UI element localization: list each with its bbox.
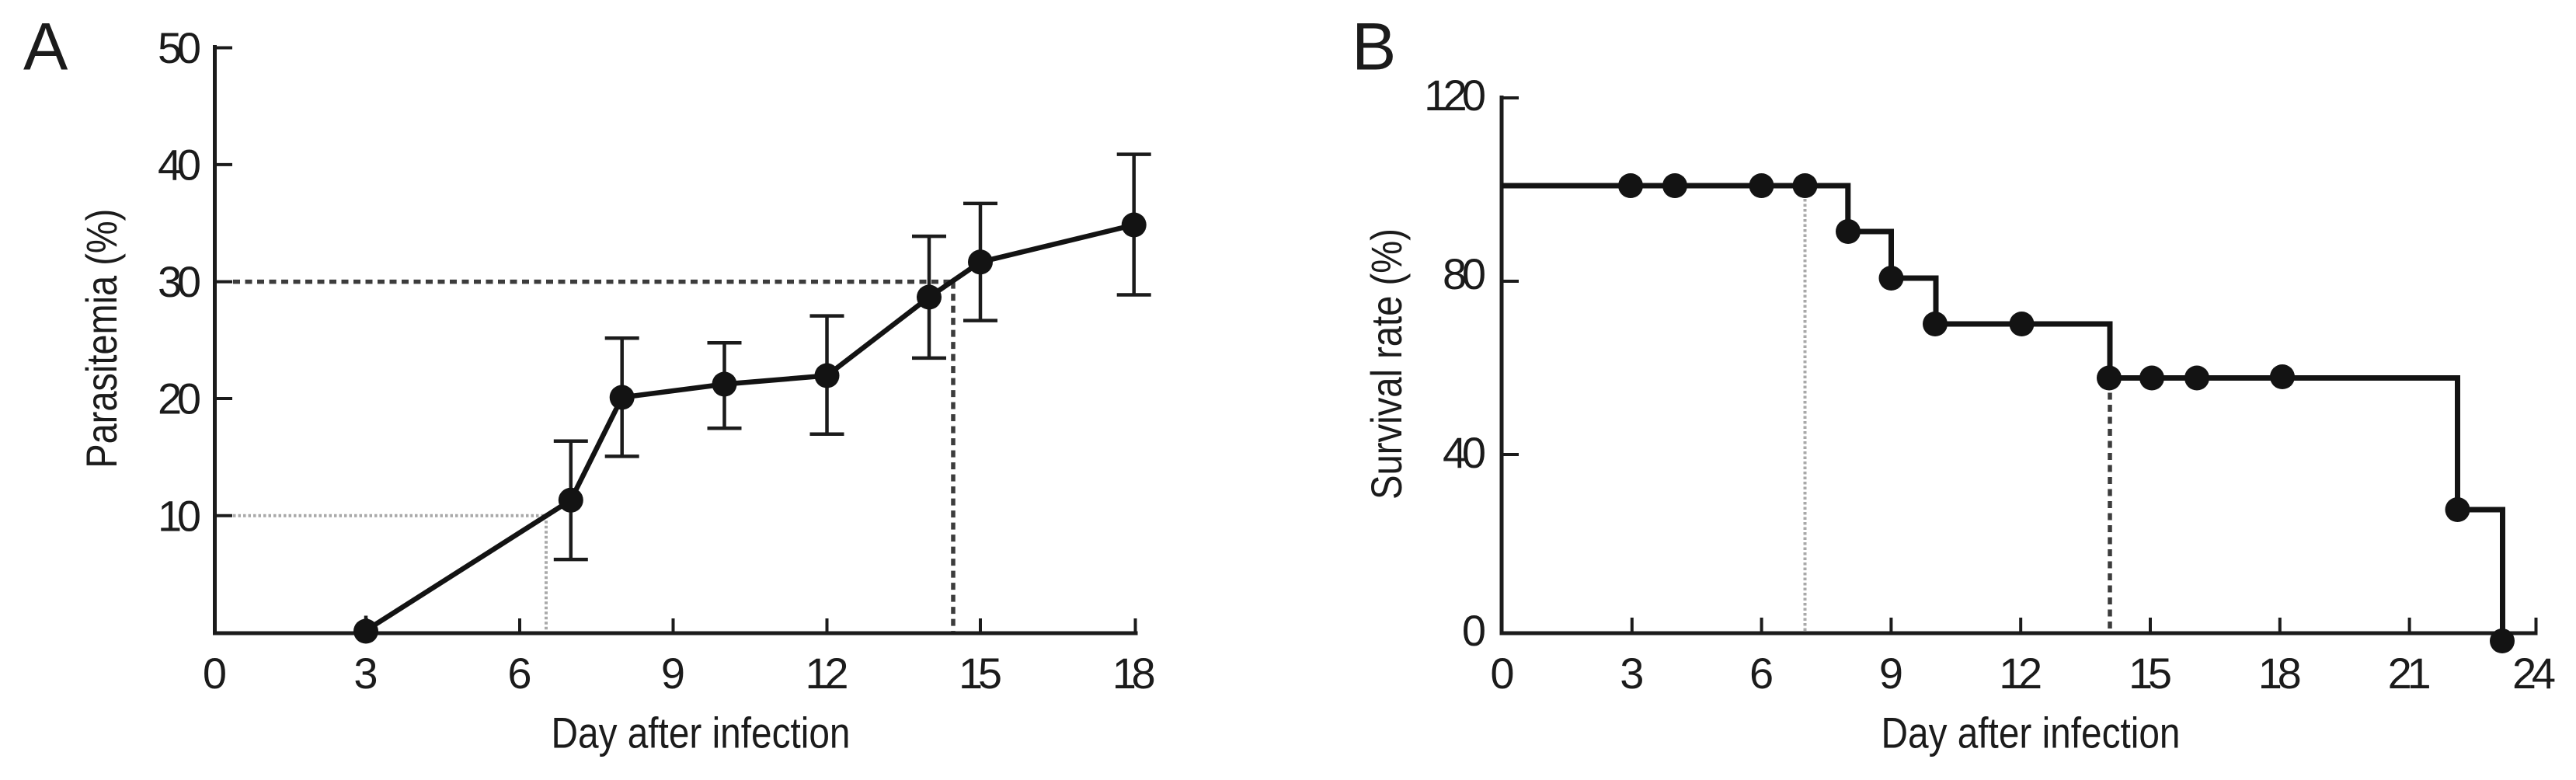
svg-text:50: 50 <box>158 23 201 72</box>
svg-text:15: 15 <box>2129 649 2172 698</box>
svg-text:6: 6 <box>1749 649 1774 698</box>
svg-text:18: 18 <box>1112 649 1156 698</box>
svg-text:9: 9 <box>1879 649 1903 698</box>
svg-text:12: 12 <box>1999 649 2042 698</box>
svg-text:A: A <box>23 10 68 85</box>
svg-text:10: 10 <box>158 491 201 540</box>
svg-text:3: 3 <box>353 649 378 698</box>
svg-text:Parasitemia (%): Parasitemia (%) <box>77 209 126 468</box>
svg-text:Day after infection: Day after infection <box>1882 709 2181 757</box>
svg-text:Survival rate (%): Survival rate (%) <box>1362 228 1411 500</box>
svg-text:12: 12 <box>806 649 849 698</box>
svg-text:0: 0 <box>1490 649 1514 698</box>
svg-text:80: 80 <box>1443 249 1486 298</box>
svg-text:6: 6 <box>507 649 531 698</box>
svg-text:20: 20 <box>158 374 201 423</box>
svg-text:B: B <box>1352 10 1396 85</box>
svg-text:Day after infection: Day after infection <box>552 709 851 757</box>
svg-text:40: 40 <box>158 141 201 190</box>
svg-text:40: 40 <box>1443 428 1486 477</box>
svg-text:3: 3 <box>1620 649 1644 698</box>
svg-text:30: 30 <box>158 257 201 306</box>
svg-text:24: 24 <box>2512 649 2556 698</box>
svg-text:18: 18 <box>2258 649 2302 698</box>
svg-text:21: 21 <box>2388 649 2432 698</box>
svg-text:15: 15 <box>959 649 1002 698</box>
svg-text:0: 0 <box>203 649 227 698</box>
svg-text:9: 9 <box>661 649 685 698</box>
svg-text:0: 0 <box>1462 606 1486 655</box>
svg-text:120: 120 <box>1424 71 1486 120</box>
